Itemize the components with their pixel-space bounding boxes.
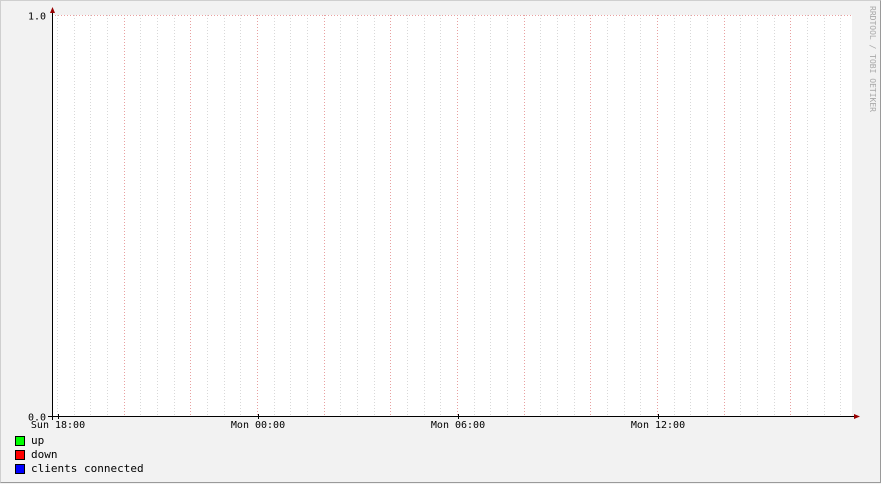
y-tick-label: 0.0 — [28, 413, 46, 424]
axes — [48, 7, 860, 420]
legend-swatch — [15, 450, 25, 460]
grid — [52, 15, 852, 417]
legend-label: down — [31, 448, 58, 461]
x-axis-arrow — [854, 414, 860, 419]
x-tick-label: Mon 12:00 — [631, 420, 685, 431]
legend-label: clients connected — [31, 462, 144, 475]
watermark-text: RRDTOOL / TOBI OETIKER — [868, 6, 877, 112]
x-tick-label: Mon 06:00 — [431, 420, 485, 431]
legend-item: up — [15, 434, 144, 448]
x-tick-label: Mon 00:00 — [231, 420, 285, 431]
legend-swatch — [15, 436, 25, 446]
plot-canvas — [52, 15, 852, 416]
y-tick-label: 1.0 — [28, 12, 46, 23]
x-tick-label: Sun 18:00 — [31, 420, 85, 431]
legend-swatch — [15, 464, 25, 474]
legend: up down clients connected — [15, 434, 144, 476]
legend-item: clients connected — [15, 462, 144, 476]
legend-item: down — [15, 448, 144, 462]
legend-label: up — [31, 434, 45, 447]
y-axis-arrow — [50, 7, 55, 13]
tick-labels: 0.0 1.0 Sun 18:00 Mon 00:00 Mon 06:00 Mon 12:… — [28, 12, 685, 432]
